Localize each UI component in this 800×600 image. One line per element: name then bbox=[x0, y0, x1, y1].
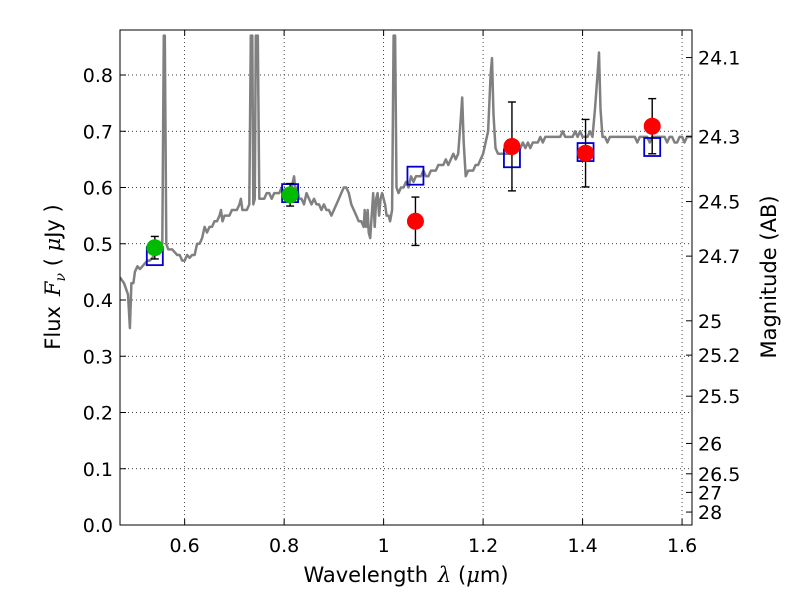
y-axis-label-unit-rest: Jy ) bbox=[41, 204, 65, 240]
y-tick-label: 0.8 bbox=[83, 65, 113, 87]
observed-nir-point bbox=[577, 144, 595, 162]
x-axis-label: Wavelength λ (μm) bbox=[303, 563, 508, 587]
x-tick-label: 0.8 bbox=[269, 535, 299, 557]
observed-optical-point bbox=[281, 186, 299, 204]
y-tick-label: 0.0 bbox=[83, 515, 113, 537]
y2-tick-label: 25.5 bbox=[698, 386, 740, 408]
y-axis-label: Flux Fν ( μJy ) bbox=[41, 204, 69, 349]
x-tick-label: 1.2 bbox=[468, 535, 498, 557]
x-tick-label: 1.6 bbox=[667, 535, 697, 557]
y-axis-label-sub: ν bbox=[53, 272, 69, 281]
y-tick-label: 0.5 bbox=[83, 234, 113, 256]
y2-tick-label: 24.1 bbox=[698, 48, 740, 70]
observed-nir-point bbox=[406, 212, 424, 230]
y2-tick-label: 25.2 bbox=[698, 345, 740, 367]
y-tick-label: 0.6 bbox=[83, 178, 113, 200]
y-axis-label-text: Flux bbox=[41, 306, 65, 350]
y2-tick-label: 27 bbox=[698, 482, 722, 504]
y2-tick-label: 24.7 bbox=[698, 246, 740, 268]
marker-layer bbox=[145, 97, 662, 267]
ticks: 0.6 0.8 1 1.2 1.4 1.6 0.0 0.1 0.2 0.3 0.4 0.5 0.6 0.7… bbox=[83, 30, 740, 557]
y2-tick-label: 24.3 bbox=[698, 126, 740, 148]
y2-axis-label: Magnitude (AB) bbox=[757, 195, 781, 358]
y-axis-label-unit-mu: μ bbox=[41, 238, 65, 252]
grid bbox=[120, 30, 692, 525]
observed-optical-point bbox=[146, 239, 164, 257]
x-axis-label-text: Wavelength bbox=[303, 563, 428, 587]
y-tick-label: 0.3 bbox=[83, 346, 113, 368]
y2-tick-label: 25 bbox=[698, 311, 722, 333]
x-tick-label: 0.6 bbox=[170, 535, 200, 557]
observed-nir-point bbox=[503, 137, 521, 155]
x-tick-label: 1 bbox=[378, 535, 390, 557]
x-axis-label-unit-rest: m) bbox=[480, 563, 509, 587]
y-tick-label: 0.2 bbox=[83, 403, 113, 425]
x-axis-label-symbol: λ bbox=[437, 563, 451, 587]
x-axis-label-unit-mu: μ bbox=[466, 563, 480, 587]
observed-nir-point bbox=[643, 117, 661, 135]
y-axis-label-unit-open: ( bbox=[41, 251, 65, 273]
x-axis-label-unit-open: ( bbox=[451, 563, 466, 587]
x-tick-label: 1.4 bbox=[567, 535, 597, 557]
y-tick-label: 0.7 bbox=[83, 121, 113, 143]
y-tick-label: 0.1 bbox=[83, 459, 113, 481]
y2-tick-label: 26 bbox=[698, 433, 722, 455]
plot-frame bbox=[119, 29, 693, 526]
model-square-marker bbox=[406, 165, 425, 186]
y2-tick-label: 26.5 bbox=[698, 464, 740, 486]
spectrum-line bbox=[120, 34, 692, 330]
y2-tick-label: 28 bbox=[698, 502, 722, 524]
y2-tick-label: 24.5 bbox=[698, 192, 740, 214]
y-axis-label-symbol: F bbox=[41, 280, 65, 297]
y-tick-label: 0.4 bbox=[83, 290, 113, 312]
data-layer bbox=[120, 34, 692, 330]
